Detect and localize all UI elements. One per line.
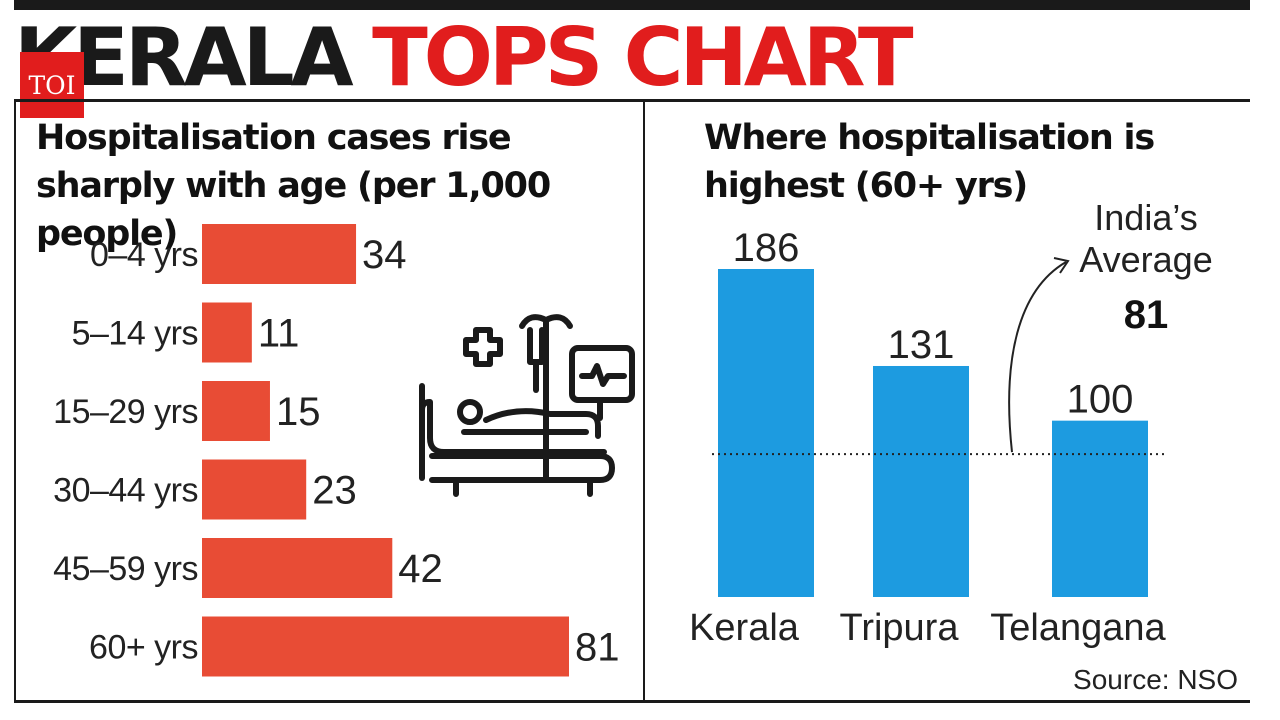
hospital-bed-icon bbox=[419, 314, 635, 497]
category-label-45-59-yrs: 45–59 yrs bbox=[53, 550, 198, 588]
headline-rule bbox=[14, 99, 1250, 102]
value-label-30-44-yrs: 23 bbox=[312, 469, 357, 513]
bar-60plus-yrs bbox=[202, 616, 569, 677]
x-label-tripura: Tripura bbox=[840, 607, 960, 649]
category-label-5-14-yrs: 5–14 yrs bbox=[72, 315, 198, 353]
left-bar-chart: 0–4 yrs 34 5–14 yrs 11 15–29 yrs 15 30–44 yrs 2… bbox=[53, 224, 620, 677]
x-label-telangana: Telangana bbox=[990, 607, 1166, 649]
category-label-60plus-yrs: 60+ yrs bbox=[89, 629, 198, 667]
value-label-telangana: 100 bbox=[1067, 378, 1134, 422]
value-label-0-4-yrs: 34 bbox=[362, 233, 407, 277]
x-label-kerala: Kerala bbox=[689, 607, 800, 649]
bar-0-4-yrs bbox=[202, 224, 357, 284]
value-label-5-14-yrs: 11 bbox=[258, 312, 300, 356]
value-label-15-29-yrs: 15 bbox=[276, 390, 321, 434]
annotation-line-2: Average bbox=[1079, 239, 1212, 280]
toi-logo: TOI bbox=[20, 52, 84, 118]
category-label-0-4-yrs: 0–4 yrs bbox=[90, 236, 198, 274]
left-chart-title: Hospitalisation cases rise sharply with … bbox=[36, 118, 551, 254]
top-rule bbox=[14, 0, 1250, 10]
category-label-30-44-yrs: 30–44 yrs bbox=[53, 472, 198, 510]
category-label-15-29-yrs: 15–29 yrs bbox=[53, 393, 198, 431]
bar-kerala bbox=[718, 269, 814, 597]
value-label-45-59-yrs: 42 bbox=[398, 547, 443, 591]
annotation-value: 81 bbox=[1124, 293, 1169, 337]
right-chart-title: Where hospitalisation is highest (60+ yr… bbox=[704, 118, 1155, 206]
bar-30-44-yrs bbox=[202, 459, 307, 520]
value-label-kerala: 186 bbox=[733, 226, 800, 270]
annotation-arrow bbox=[1008, 261, 1067, 453]
bar-45-59-yrs bbox=[202, 538, 393, 598]
bar-telangana bbox=[1052, 420, 1148, 597]
source-note: Source: NSO bbox=[1073, 664, 1238, 695]
headline-word-2: TOPS CHART bbox=[372, 11, 913, 104]
bar-15-29-yrs bbox=[202, 381, 270, 441]
bar-tripura bbox=[873, 365, 969, 597]
frame-left bbox=[14, 102, 16, 702]
toi-logo-text: TOI bbox=[28, 70, 76, 100]
right-bar-chart: 186 Kerala 131 Tripura 100 Telangana India’sAv… bbox=[689, 197, 1213, 649]
annotation-arrowhead bbox=[1053, 257, 1070, 274]
bar-5-14-yrs bbox=[202, 302, 252, 363]
annotation-line-1: India’s bbox=[1094, 197, 1197, 238]
value-label-60plus-yrs: 81 bbox=[575, 626, 620, 670]
panel-divider bbox=[643, 102, 645, 702]
frame-bottom bbox=[14, 700, 1250, 703]
value-label-tripura: 131 bbox=[888, 323, 955, 367]
